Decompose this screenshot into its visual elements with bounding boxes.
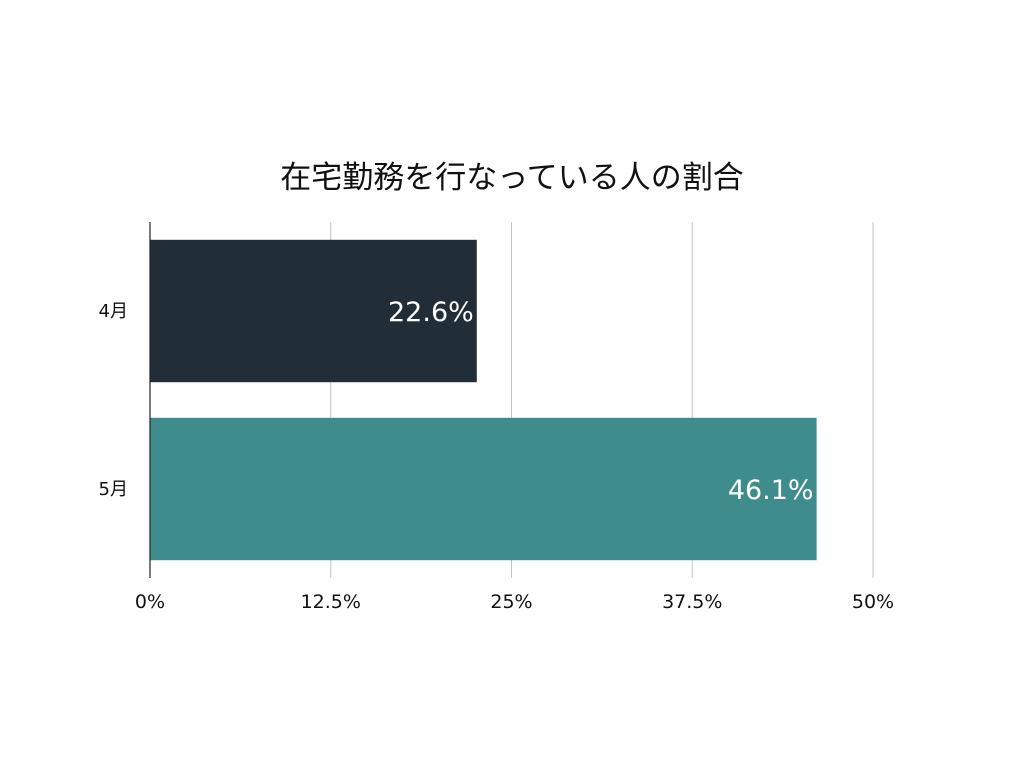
category-label: 4月 [99, 301, 128, 322]
x-tick-label: 37.5% [662, 591, 722, 613]
bar-value-label: 46.1% [728, 475, 814, 506]
category-label: 5月 [99, 479, 128, 500]
x-tick-label: 50% [852, 591, 894, 613]
chart-title: 在宅勤務を行なっている人の割合 [280, 160, 743, 196]
bar-value-label: 22.6% [388, 297, 474, 328]
x-tick-label: 12.5% [301, 591, 361, 613]
bars: 22.6% 46.1% [150, 239, 817, 561]
bar [150, 239, 477, 383]
x-tick-label: 25% [490, 591, 532, 613]
x-tick-label: 0% [135, 591, 165, 613]
bar [150, 417, 817, 561]
category-labels: 4月 5月 [99, 301, 128, 500]
x-tick-labels: 0% 12.5% 25% 37.5% 50% [135, 591, 894, 613]
